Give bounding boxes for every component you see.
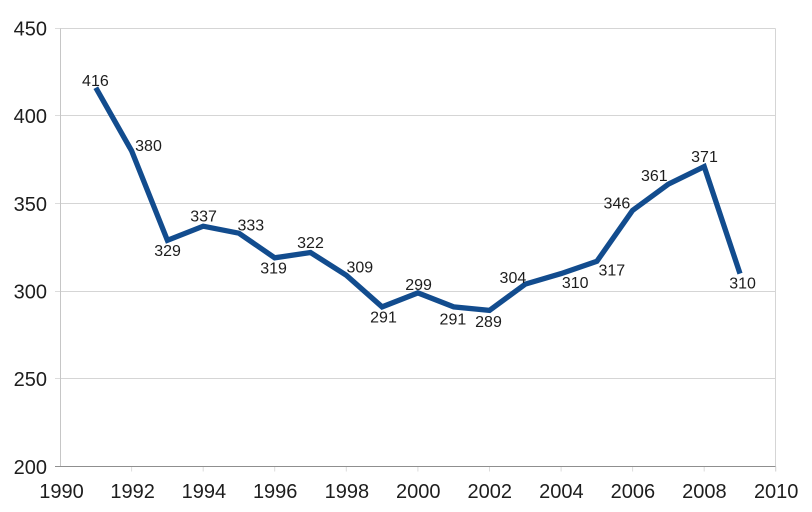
svg-text:380: 380 — [135, 138, 162, 155]
svg-text:1994: 1994 — [182, 481, 227, 503]
svg-text:289: 289 — [475, 314, 502, 331]
svg-text:310: 310 — [562, 275, 589, 292]
svg-text:2002: 2002 — [468, 481, 513, 503]
svg-text:350: 350 — [14, 194, 47, 216]
svg-text:2010: 2010 — [754, 481, 799, 503]
svg-text:1992: 1992 — [110, 481, 155, 503]
svg-text:329: 329 — [154, 243, 181, 260]
svg-text:371: 371 — [691, 149, 718, 166]
svg-text:1998: 1998 — [325, 481, 370, 503]
svg-text:250: 250 — [14, 369, 47, 391]
svg-text:2004: 2004 — [539, 481, 584, 503]
svg-text:291: 291 — [370, 310, 397, 327]
svg-text:361: 361 — [641, 168, 668, 185]
svg-text:310: 310 — [729, 275, 756, 292]
svg-text:300: 300 — [14, 282, 47, 304]
svg-text:400: 400 — [14, 106, 47, 128]
svg-text:333: 333 — [237, 218, 264, 235]
svg-text:346: 346 — [604, 196, 631, 213]
svg-text:304: 304 — [500, 270, 527, 287]
svg-text:450: 450 — [14, 19, 47, 41]
svg-text:337: 337 — [190, 208, 217, 225]
svg-text:322: 322 — [297, 235, 324, 252]
svg-text:299: 299 — [405, 277, 432, 294]
svg-text:291: 291 — [440, 311, 467, 328]
svg-text:200: 200 — [14, 457, 47, 479]
svg-text:1990: 1990 — [39, 481, 84, 503]
svg-text:319: 319 — [260, 261, 287, 278]
svg-text:2000: 2000 — [396, 481, 441, 503]
svg-text:309: 309 — [346, 260, 373, 277]
svg-text:416: 416 — [82, 73, 109, 90]
svg-text:2008: 2008 — [682, 481, 727, 503]
svg-text:2006: 2006 — [611, 481, 656, 503]
svg-text:1996: 1996 — [253, 481, 298, 503]
svg-text:317: 317 — [598, 263, 625, 280]
